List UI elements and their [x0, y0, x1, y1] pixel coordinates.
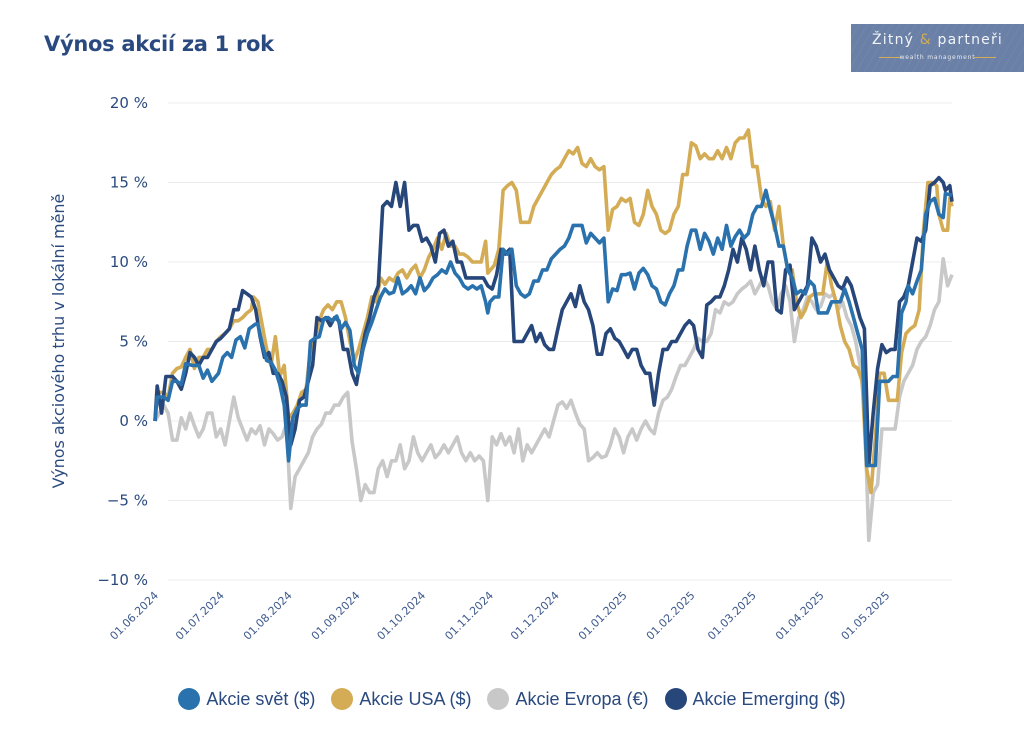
legend-label: Akcie USA ($)	[359, 688, 472, 709]
series-lines	[153, 128, 954, 543]
legend-item[interactable]: Akcie svět ($)	[178, 688, 315, 710]
logo-rule-left	[879, 57, 901, 58]
legend-label: Akcie Evropa (€)	[515, 688, 649, 709]
logo-name-part2: partneři	[931, 32, 1003, 48]
x-tick-label: 01.04.2025	[773, 589, 827, 643]
legend-swatch	[487, 688, 510, 710]
legend-label: Akcie svět ($)	[206, 688, 316, 709]
x-tick-label: 01.01.2025	[576, 589, 630, 643]
x-tick-label: 01.10.2024	[375, 589, 429, 643]
x-tick-label: 01.08.2024	[241, 589, 295, 643]
legend-label: Akcie Emerging ($)	[692, 688, 846, 709]
logo-rule-right	[974, 57, 996, 58]
series-line-akcie-emerging	[153, 175, 954, 468]
logo-name: Žitný & partneři	[851, 32, 1024, 48]
x-tick-label: 01.12.2024	[508, 589, 562, 643]
x-tick-label: 01.07.2024	[173, 589, 227, 643]
y-tick-label: 0 %	[119, 412, 148, 430]
x-tick-label: 01.11.2024	[442, 589, 496, 643]
logo-subtitle: wealth management	[899, 54, 976, 61]
logo-ampersand: &	[919, 32, 932, 48]
x-axis-ticks: 01.06.2024 01.07.2024 01.08.2024 01.09.2024…	[107, 589, 892, 643]
logo-name-part1: Žitný	[872, 32, 920, 48]
y-tick-label: 15 %	[110, 174, 148, 192]
y-tick-label: 20 %	[110, 94, 148, 112]
company-logo: Žitný & partneři wealth management	[851, 24, 1024, 72]
chart-legend: Akcie svět ($) Akcie USA ($) Akcie Evropa …	[0, 688, 1024, 710]
y-tick-label: −5 %	[107, 492, 148, 510]
y-tick-label: −10 %	[97, 571, 148, 589]
x-tick-label: 01.03.2025	[705, 589, 759, 643]
x-tick-label: 01.02.2025	[644, 589, 698, 643]
legend-swatch	[178, 688, 201, 710]
y-tick-label: 10 %	[110, 253, 148, 271]
legend-swatch	[664, 688, 687, 710]
legend-swatch	[331, 688, 354, 710]
page-title: Výnos akcií za 1 rok	[44, 32, 274, 56]
x-tick-label: 01.05.2025	[839, 589, 893, 643]
x-tick-label: 01.09.2024	[309, 589, 363, 643]
legend-item[interactable]: Akcie Evropa (€)	[487, 688, 649, 710]
grid-lines	[168, 102, 952, 581]
series-line-akcie-svět	[153, 188, 953, 468]
y-axis-ticks: 20 % 15 % 10 % 5 % 0 % −5 % −10 %	[97, 94, 148, 589]
y-axis-label: Výnos akciového trhu v lokální měně	[49, 194, 68, 489]
y-tick-label: 5 %	[119, 333, 148, 351]
legend-item[interactable]: Akcie Emerging ($)	[664, 688, 846, 710]
x-tick-label: 01.06.2024	[107, 589, 161, 643]
legend-item[interactable]: Akcie USA ($)	[331, 688, 471, 710]
